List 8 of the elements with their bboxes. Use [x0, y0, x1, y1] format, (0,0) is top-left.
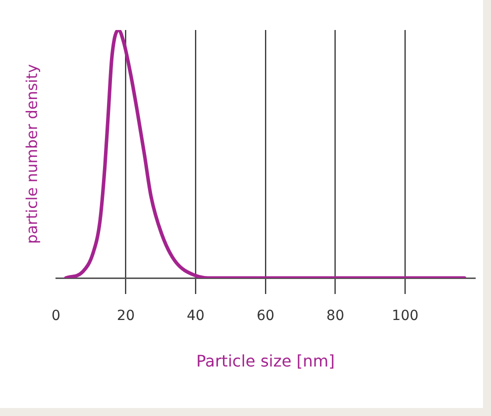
y-axis-title: particle number density [22, 64, 41, 244]
x-tick-label: 0 [52, 308, 60, 324]
x-axis-title: Particle size [nm] [196, 352, 335, 371]
x-tick-label: 100 [392, 308, 419, 324]
x-tick-label: 40 [186, 308, 205, 324]
x-tick-label: 80 [326, 308, 344, 324]
x-tick-label: 60 [256, 308, 274, 324]
x-tick-label: 20 [116, 308, 135, 324]
